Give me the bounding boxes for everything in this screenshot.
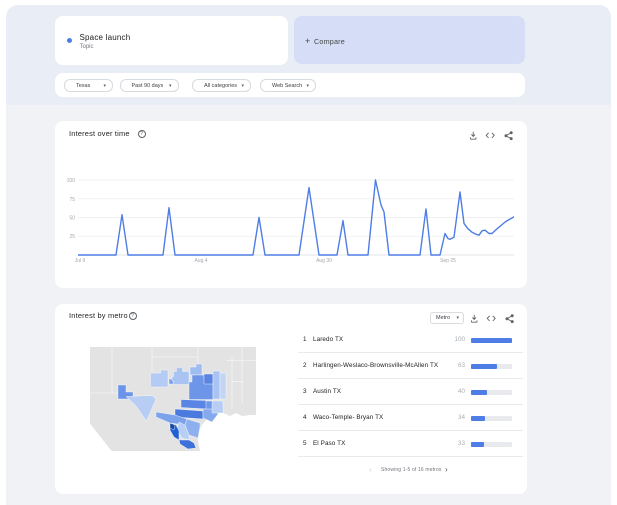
svg-text:Jul 9: Jul 9	[75, 258, 86, 264]
svg-text:Sep 25: Sep 25	[440, 258, 456, 264]
svg-text:100: 100	[67, 178, 76, 184]
svg-text:Aug 4: Aug 4	[194, 258, 207, 264]
svg-text:50: 50	[69, 216, 75, 222]
svg-text:Aug 30: Aug 30	[316, 258, 332, 264]
svg-text:25: 25	[69, 234, 75, 240]
svg-text:75: 75	[69, 197, 75, 203]
